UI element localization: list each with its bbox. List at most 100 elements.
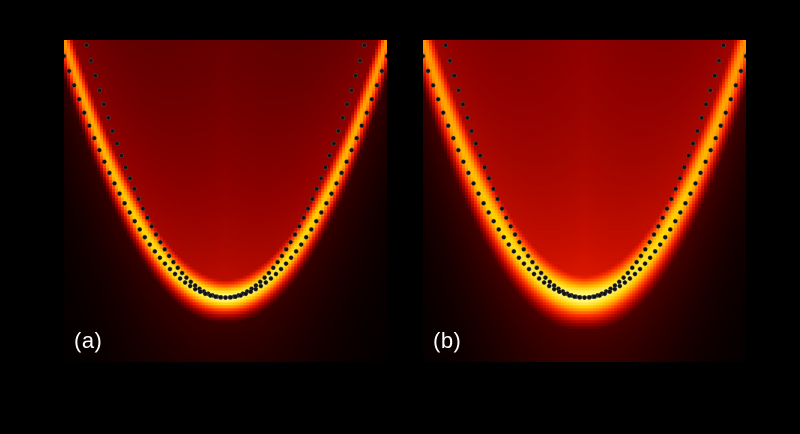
heatmap-cell (339, 66, 343, 71)
heatmap-cell (276, 123, 280, 128)
heatmap-cell (282, 60, 286, 65)
heatmap-cell (147, 42, 152, 47)
heatmap-cell (315, 63, 319, 68)
heatmap-cell (258, 66, 262, 71)
heatmap-cell (315, 48, 319, 53)
heatmap-cell (117, 57, 122, 62)
heatmap-cell (135, 75, 140, 80)
heatmap-cell (255, 117, 259, 122)
heatmap-cell (189, 153, 194, 157)
heatmap-cell (351, 144, 355, 148)
heatmap-cell (228, 120, 233, 125)
heatmap-cell (147, 135, 152, 139)
heatmap-cell (225, 96, 230, 101)
heatmap-cell (255, 159, 259, 163)
heatmap-cell (279, 174, 283, 178)
heatmap-cell (162, 84, 167, 89)
heatmap-cell (321, 135, 325, 139)
heatmap-cell (279, 144, 283, 148)
heatmap-cell (357, 114, 361, 119)
heatmap-cell (294, 126, 298, 131)
heatmap-cell (87, 108, 92, 113)
heatmap-cell (159, 54, 164, 59)
heatmap-cell (375, 60, 379, 65)
heatmap-cell (315, 117, 319, 122)
heatmap-cell (360, 72, 364, 77)
heatmap-cell (354, 84, 358, 89)
heatmap-cell (69, 117, 74, 122)
heatmap-cell (195, 40, 200, 44)
heatmap-cell (99, 129, 104, 134)
heatmap-cell (369, 87, 373, 92)
heatmap-cell (99, 111, 104, 116)
heatmap-cell (303, 114, 307, 119)
heatmap-cell (153, 156, 158, 160)
heatmap-cell (105, 99, 110, 104)
heatmap-cell (132, 174, 137, 178)
heatmap-cell (324, 90, 328, 95)
heatmap-cell (69, 93, 74, 98)
heatmap-cell (156, 159, 161, 163)
heatmap-cell (138, 132, 143, 137)
heatmap-cell (351, 123, 355, 128)
heatmap-cell (273, 153, 277, 157)
heatmap-cell (168, 144, 173, 148)
heatmap-cell (195, 99, 200, 104)
heatmap-cell (81, 138, 86, 142)
heatmap-cell (219, 40, 224, 44)
heatmap-cell (372, 126, 376, 131)
heatmap-cell (255, 153, 259, 157)
heatmap-cell (159, 66, 164, 71)
heatmap-cell (159, 84, 164, 89)
heatmap-cell (213, 165, 218, 169)
heatmap-cell (270, 63, 274, 68)
heatmap-cell (204, 135, 209, 139)
heatmap-cell (300, 153, 304, 157)
heatmap-cell (108, 174, 113, 178)
heatmap-cell (102, 84, 107, 89)
heatmap-cell (378, 168, 382, 172)
heatmap-cell (297, 45, 301, 50)
heatmap-cell (324, 66, 328, 71)
heatmap-cell (339, 138, 343, 142)
heatmap-cell (207, 99, 212, 104)
heatmap-cell (78, 123, 83, 128)
heatmap-cell (348, 126, 352, 131)
heatmap-cell (333, 93, 337, 98)
heatmap-cell (93, 78, 98, 83)
heatmap-cell (117, 162, 122, 166)
heatmap-cell (81, 174, 86, 178)
heatmap-cell (315, 72, 319, 77)
heatmap-cell (300, 162, 304, 166)
heatmap-cell (327, 132, 331, 137)
heatmap-cell (345, 105, 349, 110)
heatmap-cell (246, 120, 251, 125)
heatmap-cell (249, 114, 254, 119)
heatmap-cell (279, 51, 283, 56)
heatmap-cell (78, 87, 83, 92)
heatmap-cell (351, 117, 355, 122)
heatmap-cell (372, 156, 376, 160)
heatmap-cell (78, 177, 83, 181)
heatmap-cell (72, 177, 77, 181)
heatmap-cell (192, 84, 197, 89)
heatmap-cell (288, 135, 292, 139)
heatmap-cell (84, 72, 89, 77)
heatmap-cell (186, 120, 191, 125)
heatmap-cell (240, 132, 245, 137)
heatmap-cell (228, 42, 233, 47)
heatmap-cell (285, 168, 289, 172)
heatmap-cell (249, 45, 254, 50)
heatmap-cell (132, 96, 137, 101)
heatmap-cell (147, 159, 152, 163)
heatmap-cell (336, 117, 340, 122)
heatmap-cell (183, 81, 188, 86)
heatmap-cell (249, 132, 254, 137)
heatmap-cell (126, 159, 131, 163)
heatmap-cell (216, 120, 221, 125)
heatmap-cell (252, 66, 257, 71)
heatmap-cell (306, 171, 310, 175)
heatmap-cell (270, 81, 274, 86)
heatmap-cell (225, 84, 230, 89)
heatmap-cell (219, 75, 224, 80)
